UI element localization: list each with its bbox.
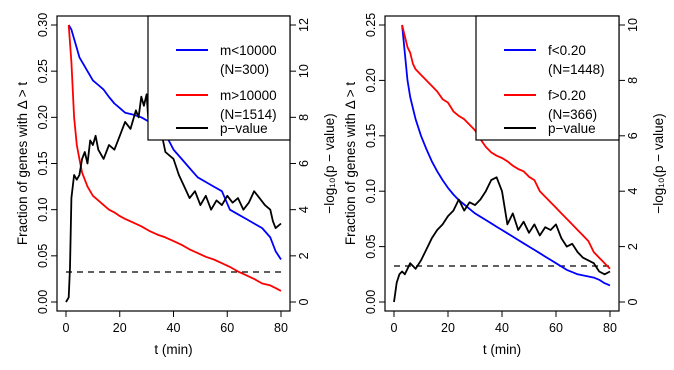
chart1-series-2-line [67, 24, 282, 292]
chart2-y2-tick-label: 0 [626, 298, 640, 305]
chart1-x-axis-label: t (min) [154, 342, 192, 357]
chart1-y2-tick-label: 12 [297, 18, 311, 32]
chart2-y2-tick-label: 6 [626, 132, 640, 139]
chart2-x-axis-label: t (min) [483, 342, 521, 357]
chart2-legend-sublabel-1: (N=1448) [548, 62, 605, 77]
chart1-y2-axis-label: −log₁₀(p − value) [322, 113, 337, 213]
chart1-y2-tick-label: 6 [297, 160, 311, 167]
chart1-x-tick-label: 40 [167, 321, 181, 335]
chart1-y-tick-label: 0.30 [36, 13, 50, 37]
chart1-legend-label-2: m>10000 [220, 88, 277, 103]
chart2-x-tick-label: 60 [549, 321, 563, 335]
chart2-y2-axis-label: −log₁₀(p − value) [651, 113, 666, 213]
chart2-y-tick-label: 0.15 [364, 124, 378, 148]
chart2-legend-box [475, 15, 620, 141]
chart2-series-1-line [401, 24, 611, 287]
chart2-y-axis-label: Fraction of genes with Δ > t [343, 82, 358, 245]
chart1-y2-tick-label: 10 [297, 64, 311, 78]
chart2-legend-label-1: f<0.20 [548, 43, 586, 58]
chart1-y-tick-label: 0.20 [36, 105, 50, 129]
chart2-y2-tick-label: 4 [626, 188, 640, 195]
chart2-y2-tick-label: 10 [626, 18, 640, 32]
chart2-y2-tick-label: 2 [626, 243, 640, 250]
chart1-y-tick-label: 0.25 [36, 59, 50, 83]
chart1-y2-tick-label: 0 [297, 298, 311, 305]
chart1-legend-label-1: m<10000 [220, 43, 277, 58]
chart1-y-axis-label: Fraction of genes with Δ > t [15, 82, 30, 245]
chart1-y-tick-label: 0.00 [36, 290, 50, 314]
chart2-y-tick-label: 0.00 [364, 290, 378, 314]
chart1-x-tick-label: 60 [220, 321, 234, 335]
chart2-series-3-line [393, 176, 611, 303]
chart2-x-tick-label: 40 [495, 321, 509, 335]
chart1-legend-label-3: p−value [220, 121, 268, 136]
chart2-y-tick-label: 0.10 [364, 179, 378, 203]
chart1-legend-box [147, 15, 291, 141]
chart2-x-tick-label: 0 [391, 321, 398, 335]
chart2-y-tick-label: 0.25 [364, 13, 378, 37]
chart2-x-tick-label: 20 [441, 321, 455, 335]
chart1-legend-sublabel-1: (N=300) [220, 62, 269, 77]
chart2-y-tick-label: 0.05 [364, 234, 378, 258]
chart2-y2-tick-label: 8 [626, 77, 640, 84]
chart1-y-tick-label: 0.05 [36, 244, 50, 268]
chart1-x-tick-label: 80 [274, 321, 288, 335]
chart2-legend-label-2: f>0.20 [548, 88, 586, 103]
chart1-y-tick-label: 0.15 [36, 151, 50, 175]
chart1-y2-tick-label: 8 [297, 114, 311, 121]
chart2-x-tick-label: 80 [603, 321, 617, 335]
chart2-legend-sublabel-2: (N=366) [548, 107, 597, 122]
chart1-legend-sublabel-2: (N=1514) [220, 107, 277, 122]
chart1-x-tick-label: 20 [113, 321, 127, 335]
chart2-legend-label-3: p−value [548, 121, 596, 136]
chart1-y-tick-label: 0.10 [36, 197, 50, 221]
chart2-y-tick-label: 0.20 [364, 68, 378, 92]
chart2-series-2-line [401, 24, 611, 270]
chart1-y2-tick-label: 4 [297, 206, 311, 213]
chart1-y2-tick-label: 2 [297, 252, 311, 259]
chart1-x-tick-label: 0 [63, 321, 70, 335]
